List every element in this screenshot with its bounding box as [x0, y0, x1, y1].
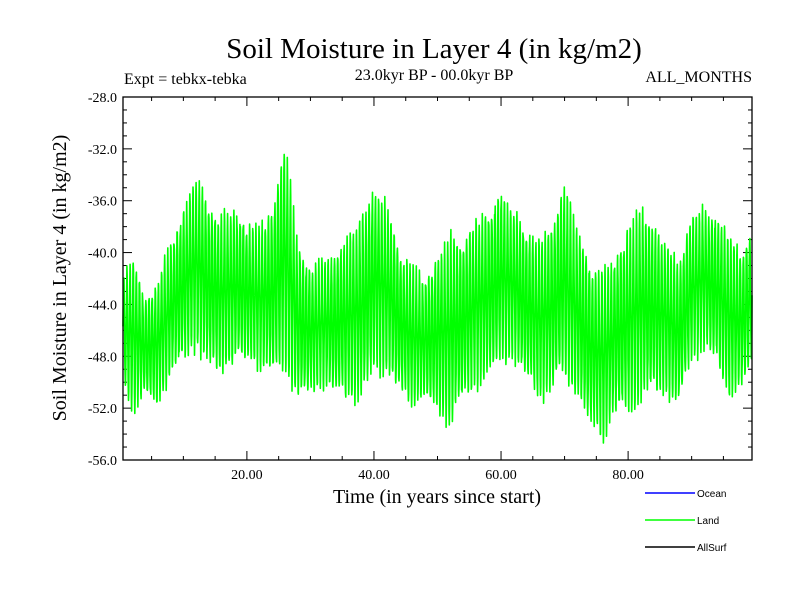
y-tick-label: -36.0 [88, 195, 117, 210]
x-axis-label: Time (in years since start) [333, 486, 541, 508]
x-tick-label: 60.00 [485, 468, 517, 483]
legend-label-allsurf: AllSurf [697, 543, 727, 554]
y-tick-label: -48.0 [88, 350, 117, 365]
x-tick-label: 80.00 [612, 468, 644, 483]
y-tick-label: -56.0 [88, 454, 117, 469]
y-tick-labels: -28.0 -32.0 -36.0 -40.0 -44.0 -48.0 -52.0 -56.0 [88, 91, 117, 469]
y-tick-label: -40.0 [88, 247, 117, 262]
x-tick-label: 40.00 [358, 468, 390, 483]
x-tick-label: 20.00 [231, 468, 263, 483]
legend-label-land: Land [697, 516, 719, 527]
plot-frame [122, 96, 753, 461]
series-land [122, 153, 753, 444]
x-tick-labels: 20.00 40.00 60.00 80.00 [231, 468, 644, 483]
y-axis-label: Soil Moisture in Layer 4 (in kg/m2) [49, 135, 71, 422]
chart-subtitle-center: 23.0kyr BP - 00.0kyr BP [355, 67, 514, 84]
chart-subtitle-right: ALL_MONTHS [645, 69, 752, 86]
chart-subtitle-left: Expt = tebkx-tebka [124, 71, 247, 88]
legend-label-ocean: Ocean [697, 489, 726, 500]
y-tick-label: -28.0 [88, 91, 117, 106]
y-tick-label: -32.0 [88, 143, 117, 158]
legend: Ocean Land AllSurf [645, 489, 727, 554]
chart-title: Soil Moisture in Layer 4 (in kg/m2) [226, 33, 642, 65]
land-line [122, 153, 753, 444]
y-tick-label: -52.0 [88, 402, 117, 417]
y-tick-label: -44.0 [88, 298, 117, 313]
